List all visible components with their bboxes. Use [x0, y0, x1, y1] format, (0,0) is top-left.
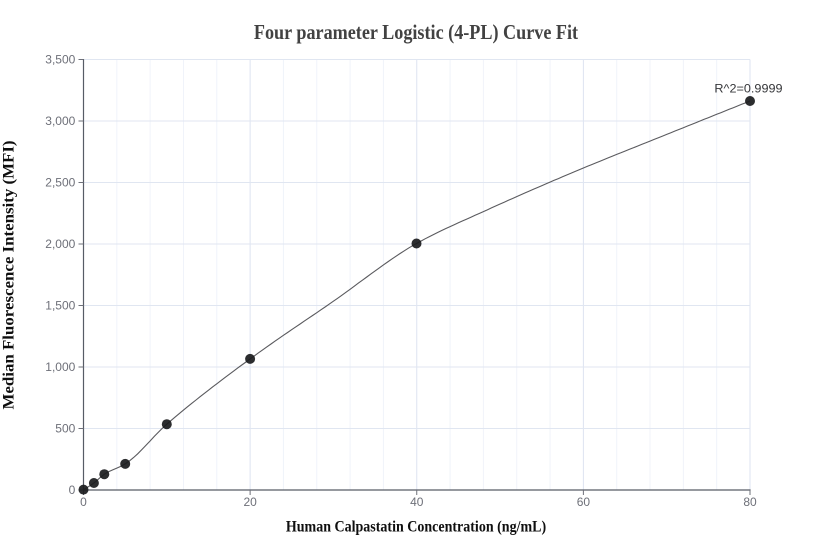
- svg-text:80: 80: [743, 495, 757, 509]
- svg-text:Human Calpastatin Concentratio: Human Calpastatin Concentration (ng/mL): [286, 519, 546, 536]
- svg-text:R^2=0.9999: R^2=0.9999: [714, 82, 782, 96]
- svg-text:500: 500: [55, 422, 75, 436]
- svg-text:Four parameter Logistic (4-PL): Four parameter Logistic (4-PL) Curve Fit: [254, 20, 578, 44]
- svg-text:40: 40: [410, 495, 424, 509]
- svg-text:1,500: 1,500: [45, 299, 75, 313]
- svg-text:2,500: 2,500: [45, 176, 75, 190]
- svg-text:2,000: 2,000: [45, 237, 75, 251]
- svg-text:60: 60: [577, 495, 591, 509]
- svg-text:3,000: 3,000: [45, 114, 75, 128]
- svg-text:3,500: 3,500: [45, 53, 75, 67]
- svg-text:1,000: 1,000: [45, 360, 75, 374]
- svg-text:20: 20: [243, 495, 257, 509]
- svg-text:0: 0: [69, 483, 76, 497]
- svg-text:Median Fluorescence Intensity: Median Fluorescence Intensity (MFI): [1, 141, 18, 410]
- svg-text:0: 0: [80, 495, 87, 509]
